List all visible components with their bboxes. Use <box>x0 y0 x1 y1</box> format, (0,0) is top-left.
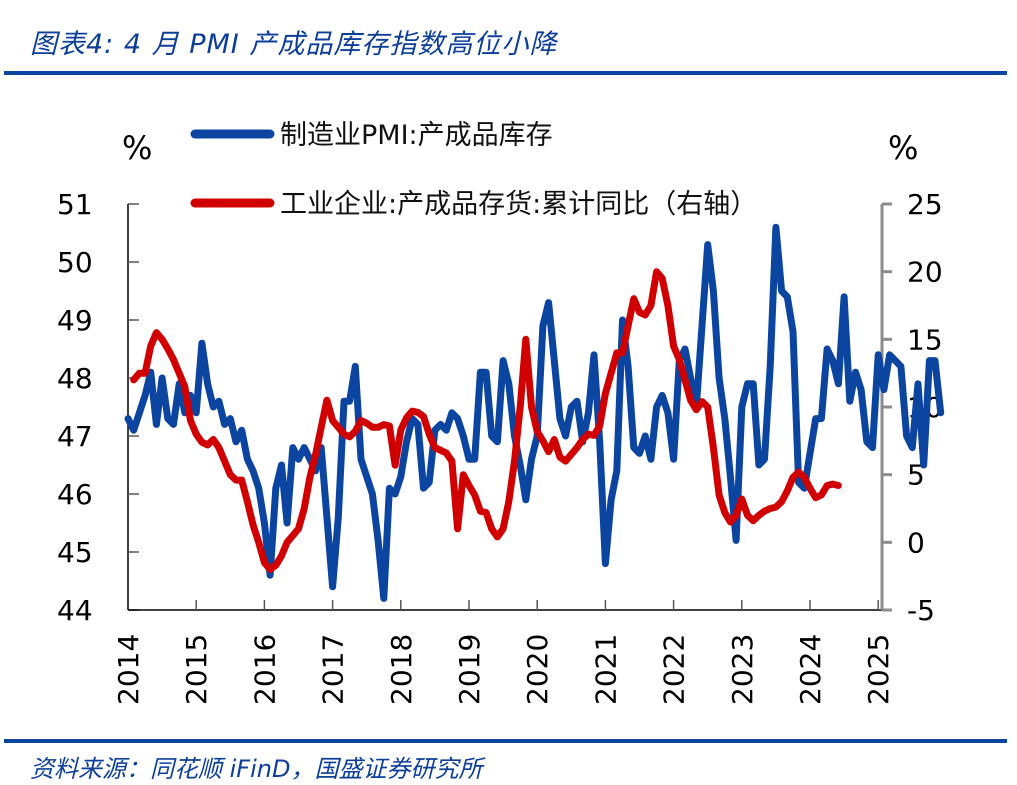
right-axis-tick-label: 20 <box>907 256 943 289</box>
x-axis-tick-label: 2014 <box>112 634 145 705</box>
series-layer <box>124 223 945 602</box>
legend-label-inventory: 工业企业:产成品存货:累计同比（右轴） <box>280 189 757 220</box>
x-axis-tick-label: 2020 <box>521 634 554 705</box>
x-axis-tick-label: 2017 <box>317 634 350 705</box>
x-axis-tick-label: 2016 <box>248 634 281 705</box>
left-axis-tick-label: 51 <box>57 188 93 221</box>
x-axis-tick-label: 2015 <box>180 634 213 705</box>
chart-title: 图表4: 4 月 PMI 产成品库存指数高位小降 <box>30 29 558 60</box>
right-axis-tick-label: 25 <box>907 188 943 221</box>
left-axis-tick-label: 49 <box>57 304 93 337</box>
left-axis-tick-label: 45 <box>57 536 93 569</box>
x-axis-tick-label: 2025 <box>862 634 895 705</box>
legend: 制造业PMI:产成品库存 工业企业:产成品存货:累计同比（右轴） <box>190 120 757 220</box>
left-axis-tick-label: 48 <box>57 362 93 395</box>
x-axis-tick-label: 2023 <box>726 634 759 705</box>
right-axis-unit: % <box>888 129 918 167</box>
left-axis-unit: % <box>122 129 152 167</box>
left-axis-tick-label: 44 <box>57 594 93 627</box>
right-axis-tick-label: 15 <box>907 323 943 356</box>
legend-label-pmi: 制造业PMI:产成品库存 <box>280 120 553 151</box>
left-axis-tick-label: 50 <box>57 246 93 279</box>
x-axis-tick-label: 2022 <box>658 634 691 705</box>
source-divider <box>4 739 1007 743</box>
series-line-inventory-points <box>133 271 839 570</box>
x-axis-tick-label: 2024 <box>794 634 827 705</box>
x-axis-tick-label: 2019 <box>453 634 486 705</box>
title-divider <box>4 71 1007 75</box>
x-axis-tick-label: 2018 <box>385 634 418 705</box>
right-axis-tick-label: 5 <box>907 459 925 492</box>
left-axis-tick-label: 47 <box>57 420 93 453</box>
source-note: 资料来源：同花顺 iFinD，国盛证券研究所 <box>30 755 483 783</box>
right-axis-tick-label: -5 <box>907 594 935 627</box>
left-axis-tick-label: 46 <box>57 478 93 511</box>
x-axis-tick-label: 2021 <box>589 634 622 705</box>
right-axis-tick-label: 0 <box>907 526 925 559</box>
